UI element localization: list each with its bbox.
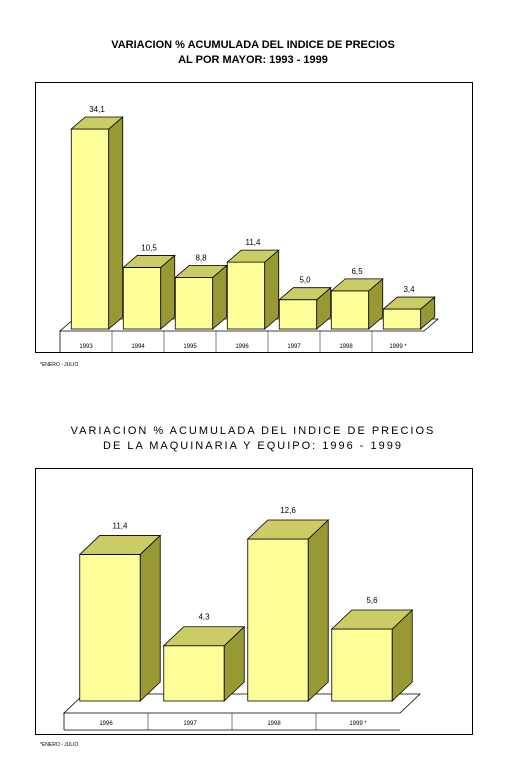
chart2-bar-1999 *	[331, 628, 393, 702]
chart2-value-label: 11,4	[113, 521, 129, 530]
chart2-category-label: 1997	[183, 721, 197, 727]
chart1-category-label: 1996	[235, 344, 249, 350]
chart1-bar-1993	[70, 128, 110, 330]
chart1-title-line2: AL POR MAYOR: 1993 - 1999	[178, 54, 328, 66]
chart2-floor	[62, 693, 422, 714]
chart2-bar-1998	[247, 538, 309, 702]
chart1-category-label: 1993	[79, 344, 93, 350]
chart1-bar-1995	[174, 276, 214, 330]
chart2-category-label: 1996	[99, 721, 113, 727]
chart1-bar-top-1997	[278, 287, 332, 301]
chart2-category-label: 1999 *	[349, 721, 367, 727]
chart1-bar-1994	[122, 267, 162, 330]
chart1-bar-side-1996	[264, 249, 280, 330]
chart1-title-line1: VARIACION % ACUMULADA DEL INDICE DE PREC…	[111, 39, 395, 51]
chart2-title: VARIACION % ACUMULADA DEL INDICE DE PREC…	[0, 424, 506, 454]
chart1-bar-top-1995	[174, 264, 228, 278]
chart1-value-label: 8,8	[195, 253, 207, 262]
chart1-bar-side-1994	[160, 254, 176, 330]
chart1-bar-1997	[278, 299, 318, 330]
chart2-category-label: 1998	[267, 721, 281, 727]
chart2-value-label: 5,6	[366, 596, 378, 605]
chart2-bar-top-1999 *	[330, 609, 414, 630]
chart2-title-line1: VARIACION % ACUMULADA DEL INDICE DE PREC…	[70, 425, 436, 437]
chart2-value-label: 12,6	[280, 506, 296, 515]
chart1-frame: 34,1 1993 10,5 1994 8,8 1995 11,4 1996 5,0 1997 6,…	[35, 82, 473, 354]
chart1-value-label: 34,1	[89, 105, 105, 114]
chart2-bar-side-1998	[307, 519, 329, 702]
chart1-category-label: 1994	[131, 344, 145, 350]
chart2-bar-side-1996	[139, 534, 161, 702]
chart1-value-label: 11,4	[246, 238, 262, 247]
chart2-bar-top-1997	[162, 626, 246, 647]
chart2-plot: 11,4 1996 4,3 1997 12,6 1998 5,6 1999 *	[62, 506, 422, 731]
chart1-title: VARIACION % ACUMULADA DEL INDICE DE PREC…	[0, 38, 506, 68]
chart1-bar-top-1999 *	[382, 296, 436, 310]
chart1-value-label: 6,5	[351, 267, 363, 276]
chart1-bar-top-1998	[330, 278, 384, 292]
chart1-value-label: 10,5	[141, 243, 157, 252]
chart2-value-label: 4,3	[198, 613, 210, 622]
chart1-bar-1996	[226, 261, 266, 330]
chart2-frame: 11,4 1996 4,3 1997 12,6 1998 5,6 1999 *	[35, 468, 473, 735]
chart1-bar-top-1993	[70, 116, 124, 130]
chart1-plot: 34,1 1993 10,5 1994 8,8 1995 11,4 1996 5,0 1997 6,…	[58, 105, 440, 354]
chart2-bar-1996	[79, 554, 141, 702]
chart2-bar-top-1998	[246, 519, 330, 540]
chart1-category-label: 1999 *	[389, 344, 407, 350]
chart1-value-label: 5,0	[299, 276, 311, 285]
chart2-bar-top-1996	[78, 535, 162, 555]
chart2-footnote: *ENERO - JULIO	[40, 742, 79, 748]
chart1-value-label: 3,4	[403, 285, 415, 294]
chart2-bar-1997	[163, 645, 225, 702]
chart1-category-label: 1995	[183, 344, 197, 350]
chart2-title-line2: DE LA MAQUINARIA Y EQUIPO: 1996 - 1999	[103, 440, 403, 452]
chart1-bar-top-1996	[226, 249, 280, 263]
chart1-bar-top-1994	[122, 255, 176, 268]
chart1-category-label: 1998	[339, 344, 353, 350]
chart1-category-label: 1997	[287, 344, 301, 350]
chart1-bar-1998	[330, 290, 370, 330]
chart1-footnote: *ENERO - JULIO	[40, 362, 79, 368]
chart1-bar-side-1993	[108, 116, 124, 330]
chart1-bar-1999 *	[382, 308, 422, 330]
